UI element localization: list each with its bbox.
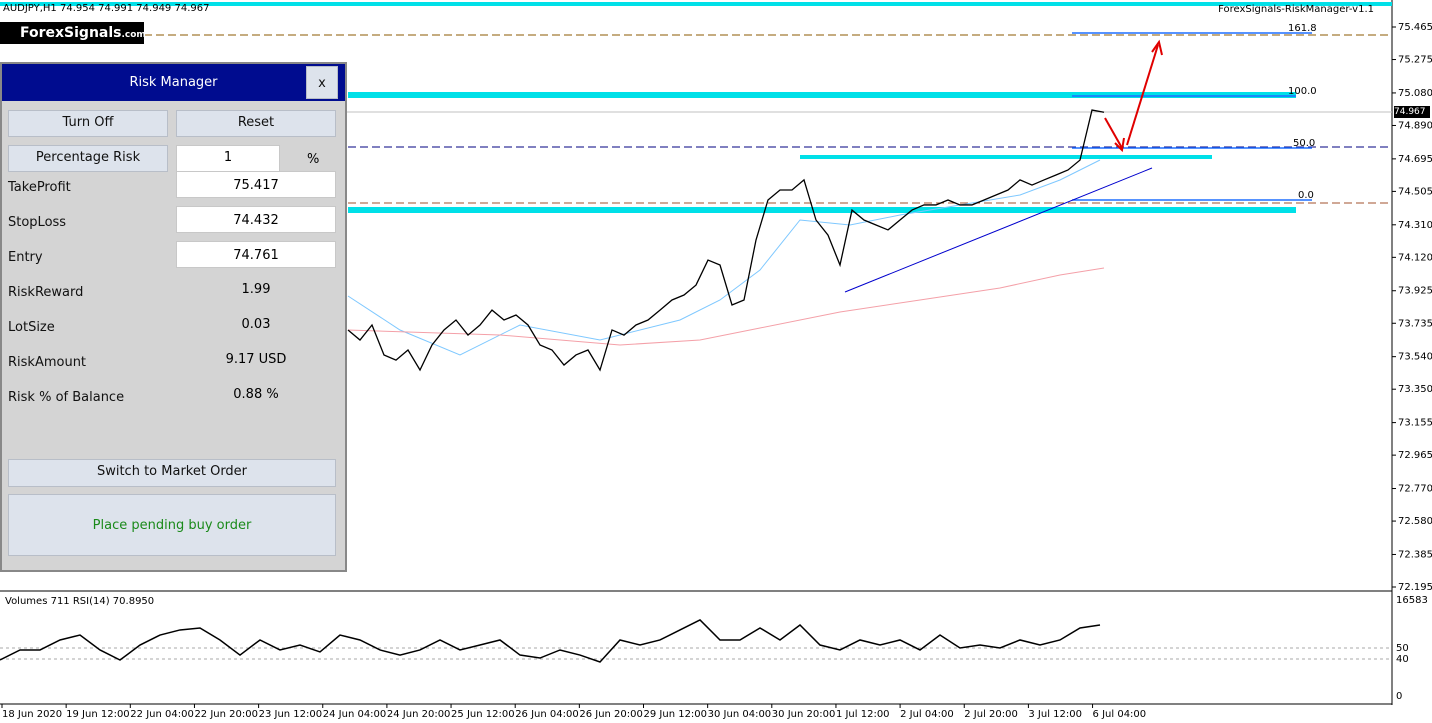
price-label: 75.465 — [1398, 22, 1432, 33]
price-label: 72.385 — [1398, 549, 1432, 560]
time-label: 26 Jun 04:00 — [515, 709, 579, 720]
time-label: 24 Jun 20:00 — [387, 709, 451, 720]
time-label: 25 Jun 12:00 — [451, 709, 515, 720]
time-label: 3 Jul 12:00 — [1028, 709, 1082, 720]
reset-button[interactable]: Reset — [176, 110, 336, 137]
row-value: 1.99 — [241, 282, 271, 297]
logo: ForexSignals.com — [0, 22, 146, 44]
row-label: RiskReward — [8, 285, 84, 300]
fib-lines — [1072, 32, 1312, 201]
symbol-info: AUDJPY,H1 74.954 74.991 74.949 74.967 — [3, 3, 209, 14]
row-label: RiskAmount — [8, 355, 87, 370]
time-label: 22 Jun 20:00 — [194, 709, 258, 720]
price-line — [347, 109, 1105, 372]
price-label: 72.770 — [1398, 484, 1432, 495]
sub-axis-label: 16583 — [1396, 595, 1428, 606]
row-value[interactable]: 74.761 — [176, 241, 336, 268]
indicator-name: ForexSignals-RiskManager-v1.1 — [1218, 4, 1374, 15]
price-label: 73.735 — [1398, 318, 1432, 329]
row-value: 0.88 % — [233, 387, 279, 402]
trend-line — [844, 167, 1153, 293]
price-label: 72.195 — [1398, 582, 1432, 593]
time-label: 23 Jun 12:00 — [259, 709, 323, 720]
logo-text: ForexSignals — [20, 25, 122, 41]
level-line — [348, 92, 1296, 98]
time-label: 18 Jun 2020 — [2, 709, 62, 720]
current-price-label: 74.967 — [1394, 106, 1430, 119]
price-label: 74.695 — [1398, 154, 1432, 165]
rsi-line — [0, 619, 1101, 663]
price-label: 72.580 — [1398, 516, 1432, 527]
risk-panel: Risk Manager x Turn Off Reset Percentage… — [0, 62, 347, 572]
row-label: LotSize — [8, 320, 55, 335]
price-label: 73.925 — [1398, 286, 1432, 297]
time-label: 1 Jul 12:00 — [836, 709, 890, 720]
row-value: 9.17 USD — [225, 352, 287, 367]
place-order-button[interactable]: Place pending buy order — [8, 494, 336, 556]
price-label: 74.505 — [1398, 186, 1432, 197]
risk-input[interactable]: 1 — [176, 145, 280, 172]
price-label: 73.155 — [1398, 418, 1432, 429]
time-label: 26 Jun 20:00 — [579, 709, 643, 720]
price-label: 73.540 — [1398, 352, 1432, 363]
row-label: Risk % of Balance — [8, 390, 125, 405]
time-label: 29 Jun 12:00 — [644, 709, 708, 720]
close-button[interactable]: x — [306, 66, 338, 99]
price-label: 74.120 — [1398, 252, 1432, 263]
row-value[interactable]: 75.417 — [176, 171, 336, 198]
indicator-header: Volumes 711 RSI(14) 70.8950 — [5, 596, 154, 607]
fib-label: 0.0 — [1298, 190, 1314, 201]
time-label: 30 Jun 04:00 — [708, 709, 772, 720]
price-label: 74.310 — [1398, 220, 1432, 231]
fib-label: 50.0 — [1293, 138, 1315, 149]
level-line — [0, 2, 1392, 6]
moving-average — [347, 267, 1105, 346]
price-label: 72.965 — [1398, 450, 1432, 461]
fib-label: 161.8 — [1288, 23, 1317, 34]
row-label: Entry — [8, 250, 43, 265]
panel-title: Risk Manager — [2, 64, 345, 101]
switch-button[interactable]: Switch to Market Order — [8, 459, 336, 487]
price-label: 75.275 — [1398, 55, 1432, 66]
percentage-risk-button[interactable]: Percentage Risk — [8, 145, 168, 172]
time-label: 24 Jun 04:00 — [323, 709, 387, 720]
time-label: 2 Jul 20:00 — [964, 709, 1018, 720]
logo-suffix: .com — [121, 30, 146, 40]
time-label: 6 Jul 04:00 — [1093, 709, 1147, 720]
time-label: 22 Jun 04:00 — [130, 709, 194, 720]
level-line — [800, 155, 1212, 159]
time-label: 2 Jul 04:00 — [900, 709, 954, 720]
time-label: 30 Jun 20:00 — [772, 709, 836, 720]
row-label: TakeProfit — [8, 180, 71, 195]
price-label: 74.890 — [1398, 120, 1432, 131]
row-label: StopLoss — [8, 215, 67, 230]
price-label: 73.350 — [1398, 384, 1432, 395]
sub-axis-label: 50 — [1396, 643, 1409, 654]
risk-unit: % — [307, 152, 320, 167]
sub-axis-label: 40 — [1396, 654, 1409, 665]
fib-label: 100.0 — [1288, 86, 1317, 97]
time-label: 19 Jun 12:00 — [66, 709, 130, 720]
turn-off-button[interactable]: Turn Off — [8, 110, 168, 137]
sub-axis-label: 0 — [1396, 691, 1402, 702]
moving-average — [347, 159, 1101, 356]
level-line — [348, 207, 1296, 213]
row-value[interactable]: 74.432 — [176, 206, 336, 233]
row-value: 0.03 — [241, 317, 271, 332]
arrow — [1104, 39, 1163, 153]
price-label: 75.080 — [1398, 88, 1432, 99]
